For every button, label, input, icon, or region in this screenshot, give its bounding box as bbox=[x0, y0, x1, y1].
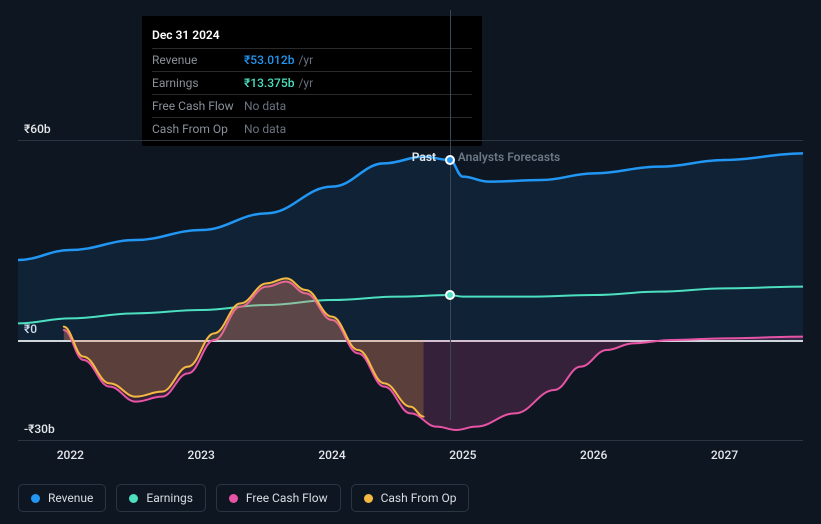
forecast-label: Analysts Forecasts bbox=[458, 150, 560, 164]
tooltip-metric-label: Free Cash Flow bbox=[152, 99, 244, 113]
tooltip-unit: /yr bbox=[298, 53, 313, 67]
legend-item-revenue[interactable]: Revenue bbox=[18, 484, 106, 512]
legend-item-free-cash-flow[interactable]: Free Cash Flow bbox=[216, 484, 341, 512]
tooltip-date: Dec 31 2024 bbox=[152, 24, 472, 48]
tooltip-metric-label: Revenue bbox=[152, 53, 244, 67]
tooltip-no-data: No data bbox=[244, 99, 286, 113]
series-area-revenue bbox=[18, 153, 803, 340]
tooltip-row: Revenue₹53.012b/yr bbox=[152, 48, 472, 71]
tooltip-row: Earnings₹13.375b/yr bbox=[152, 71, 472, 94]
tooltip-metric-value: ₹53.012b bbox=[244, 53, 294, 67]
past-future-divider bbox=[450, 10, 451, 420]
tooltip-metric-label: Earnings bbox=[152, 76, 244, 90]
legend-label: Cash From Op bbox=[381, 491, 457, 505]
financials-chart[interactable]: ₹60b₹0-₹30b202220232024202520262027 Past… bbox=[18, 120, 803, 450]
chart-legend: Revenue Earnings Free Cash Flow Cash From O… bbox=[18, 484, 469, 512]
tooltip-metric-value: ₹13.375b bbox=[244, 76, 294, 90]
legend-item-earnings[interactable]: Earnings bbox=[116, 484, 206, 512]
legend-dot-icon bbox=[364, 494, 373, 503]
past-label: Past bbox=[412, 150, 436, 164]
chart-canvas bbox=[18, 120, 803, 470]
legend-item-cash-from-op[interactable]: Cash From Op bbox=[351, 484, 470, 512]
legend-label: Revenue bbox=[48, 491, 93, 505]
tooltip-unit: /yr bbox=[298, 76, 313, 90]
legend-label: Free Cash Flow bbox=[246, 491, 328, 505]
chart-marker bbox=[445, 155, 455, 165]
tooltip-row: Free Cash FlowNo data bbox=[152, 94, 472, 117]
legend-dot-icon bbox=[129, 494, 138, 503]
legend-label: Earnings bbox=[146, 491, 193, 505]
legend-dot-icon bbox=[31, 494, 40, 503]
legend-dot-icon bbox=[229, 494, 238, 503]
chart-marker bbox=[445, 290, 455, 300]
